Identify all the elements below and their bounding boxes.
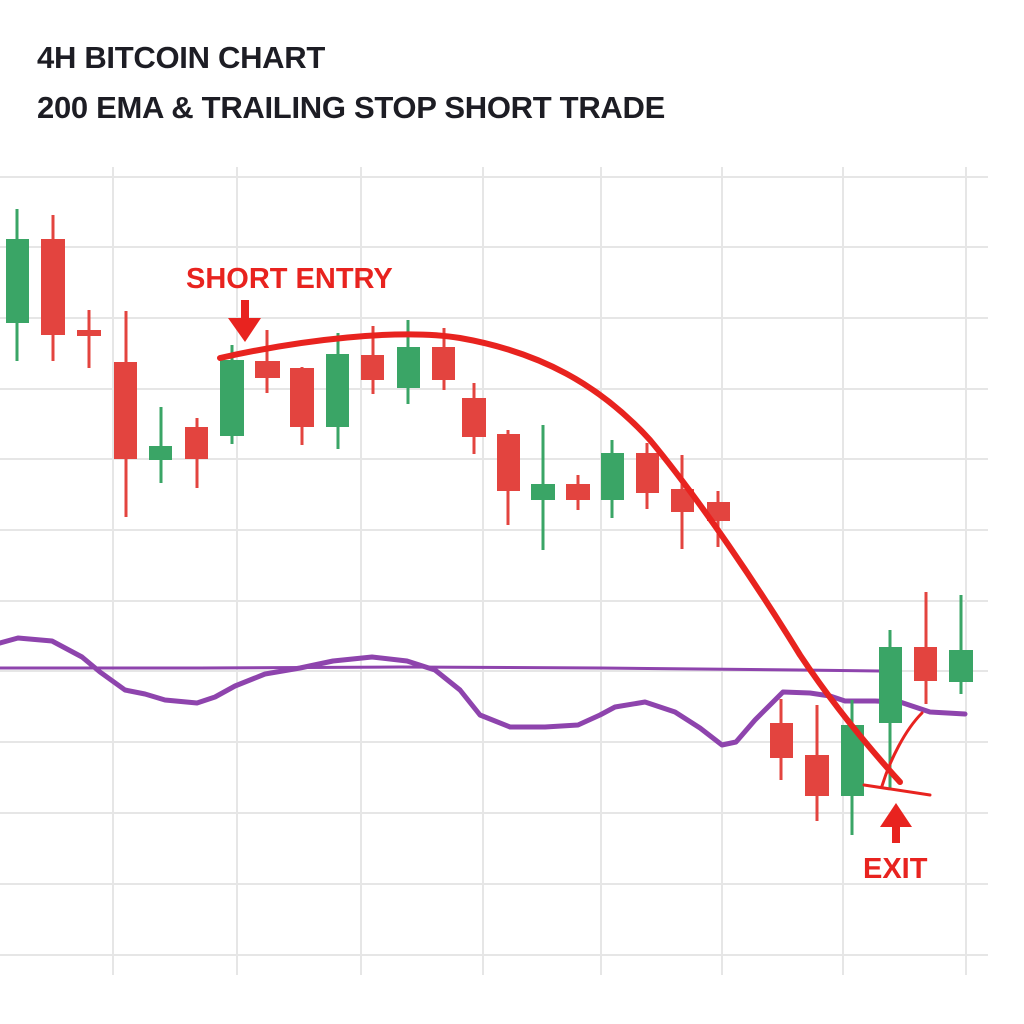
candle: [326, 333, 349, 449]
candle: [41, 215, 65, 361]
candle: [949, 595, 973, 694]
candle: [149, 407, 172, 483]
candle: [566, 475, 590, 510]
candle: [805, 705, 829, 821]
candle: [671, 455, 694, 549]
candle: [531, 425, 555, 550]
candle: [914, 592, 937, 704]
down-arrow-icon: [228, 300, 261, 342]
candle: [77, 310, 101, 368]
chart-subtitle: 200 EMA & TRAILING STOP SHORT TRADE: [37, 90, 665, 125]
up-arrow-icon: [880, 803, 912, 843]
exit-curve-line: [880, 711, 924, 788]
candle: [636, 443, 659, 509]
candle: [220, 345, 244, 444]
candle: [185, 418, 208, 488]
candle: [707, 491, 730, 547]
candle: [601, 440, 624, 518]
grid: [0, 167, 988, 975]
candle: [497, 430, 520, 525]
candle: [6, 209, 29, 361]
candle: [290, 367, 314, 445]
chart-title: 4H BITCOIN CHART: [37, 40, 325, 75]
exit-level-line: [862, 783, 932, 797]
trailing-stop-line: [217, 331, 903, 785]
exit-label: EXIT: [863, 853, 928, 885]
short-entry-label: SHORT ENTRY: [186, 263, 393, 295]
candle: [255, 330, 280, 393]
candle: [770, 699, 793, 780]
oscillating-line: [0, 635, 968, 748]
candle: [462, 383, 486, 454]
candle: [114, 311, 137, 517]
